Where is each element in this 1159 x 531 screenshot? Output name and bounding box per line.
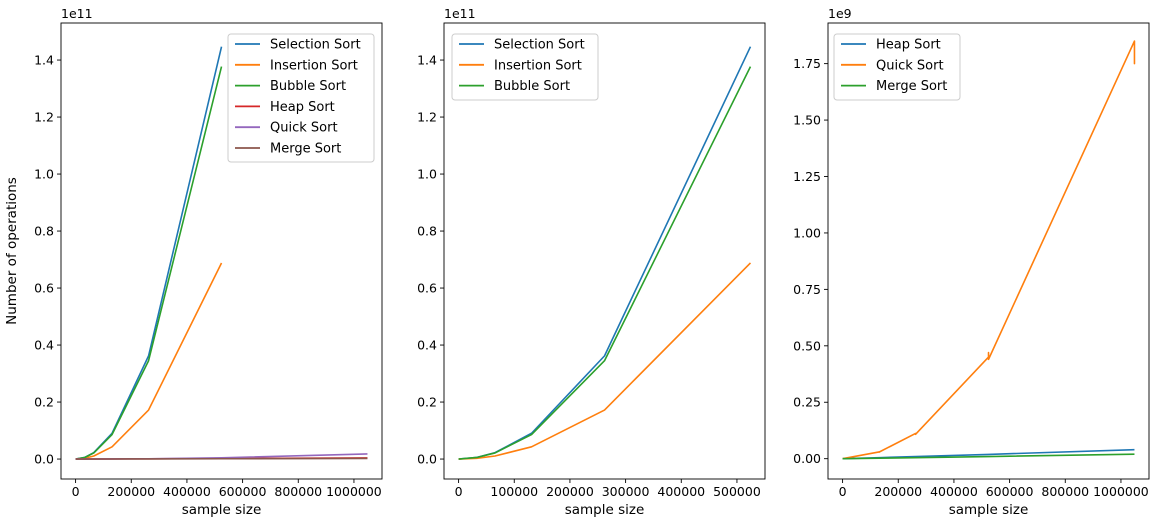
y-offset-label: 1e11 <box>444 6 476 21</box>
legend-box <box>833 33 961 101</box>
series-line-selection-sort <box>75 46 223 460</box>
series-group <box>75 46 368 460</box>
x-axis-label: sample size <box>565 502 645 518</box>
x-tick-label: 0 <box>455 484 463 499</box>
legend-label-selection-sort: Selection Sort <box>494 38 585 53</box>
x-tick-label: 200000 <box>107 484 155 499</box>
x-tick-label: 300000 <box>602 484 650 499</box>
x-tick-label: 800000 <box>274 484 322 499</box>
y-tick-label: 1.0 <box>34 167 54 182</box>
x-tick-label: 200000 <box>546 484 594 499</box>
x-tick-label: 600000 <box>219 484 267 499</box>
legend: Selection Sort Insertion Sort Bubble Sort H… <box>227 33 375 163</box>
x-axis-label: sample size <box>949 502 1029 518</box>
x-tick-label: 1000000 <box>1093 484 1149 499</box>
y-tick-label: 1.0 <box>417 167 437 182</box>
y-tick-label: 0.2 <box>417 395 437 410</box>
y-tick-label: 0.6 <box>417 281 437 296</box>
series-line-merge-sort <box>842 453 1135 460</box>
plot-frame <box>443 22 766 480</box>
y-tick-label: 1.50 <box>793 113 821 128</box>
x-tick-label: 200000 <box>874 484 922 499</box>
y-offset-label: 1e11 <box>61 6 93 21</box>
y-axis-label: Number of operations <box>4 177 20 325</box>
x-tick-label: 100000 <box>490 484 538 499</box>
legend-label-quick-sort: Quick Sort <box>270 121 338 136</box>
legend-label-heap-sort: Heap Sort <box>876 38 941 53</box>
chart-panel-quadratic-sorts: 0 100000 200000 300000 400000 500000 0.0 0.2 0.4… <box>417 6 766 518</box>
y-tick-label: 0.0 <box>34 452 54 467</box>
legend-label-heap-sort: Heap Sort <box>270 100 335 115</box>
legend-label-selection-sort: Selection Sort <box>270 38 361 53</box>
y-tick-label: 1.4 <box>417 53 437 68</box>
legend-label-bubble-sort: Bubble Sort <box>494 79 570 94</box>
series-line-quick-sort <box>842 40 1136 460</box>
chart-panel-nlogn-sorts: 0 200000 400000 600000 800000 1000000 0.00 0.25… <box>793 6 1150 518</box>
chart-panel-all-sorts: 0 200000 400000 600000 800000 1000000 0.0 0.2 0.… <box>4 6 383 518</box>
x-tick-label: 800000 <box>1041 484 1089 499</box>
y-tick-label: 1.4 <box>34 53 54 68</box>
y-tick-label: 1.25 <box>793 169 821 184</box>
y-tick-label: 1.00 <box>793 225 821 240</box>
x-tick-label: 500000 <box>713 484 761 499</box>
legend-label-bubble-sort: Bubble Sort <box>270 79 346 94</box>
y-tick-label: 0.4 <box>417 338 437 353</box>
series-line-selection-sort <box>458 46 752 460</box>
y-tick-label: 0.8 <box>34 224 54 239</box>
y-tick-label: 0.25 <box>793 395 821 410</box>
x-tick-label: 600000 <box>986 484 1034 499</box>
y-tick-label: 0.8 <box>417 224 437 239</box>
legend-label-merge-sort: Merge Sort <box>876 79 947 94</box>
plot-frame <box>60 22 383 480</box>
legend: Selection Sort Insertion Sort Bubble Sort <box>451 33 599 101</box>
y-tick-label: 0.0 <box>417 452 437 467</box>
legend: Heap Sort Quick Sort Merge Sort <box>833 33 961 101</box>
legend-label-insertion-sort: Insertion Sort <box>494 58 582 73</box>
x-tick-label: 0 <box>839 484 847 499</box>
y-tick-label: 1.75 <box>793 56 821 71</box>
legend-label-quick-sort: Quick Sort <box>876 58 944 73</box>
legend-label-insertion-sort: Insertion Sort <box>270 58 358 73</box>
series-line-bubble-sort <box>458 66 752 460</box>
y-tick-label: 0.00 <box>793 451 821 466</box>
legend-box <box>227 33 375 163</box>
y-offset-label: 1e9 <box>828 6 852 21</box>
x-axis-label: sample size <box>182 502 262 518</box>
series-line-merge-sort <box>75 457 368 460</box>
y-tick-label: 0.75 <box>793 282 821 297</box>
y-tick-label: 0.2 <box>34 395 54 410</box>
plot-frame <box>827 22 1150 480</box>
series-group <box>458 46 752 460</box>
legend-box <box>451 33 599 101</box>
y-tick-label: 0.4 <box>34 338 54 353</box>
legend-label-merge-sort: Merge Sort <box>270 142 341 157</box>
x-tick-label: 1000000 <box>326 484 382 499</box>
y-tick-label: 1.2 <box>34 110 54 125</box>
series-group <box>842 40 1136 460</box>
x-tick-label: 400000 <box>930 484 978 499</box>
series-line-bubble-sort <box>75 66 223 460</box>
x-tick-label: 400000 <box>163 484 211 499</box>
y-tick-label: 1.2 <box>417 110 437 125</box>
y-tick-label: 0.50 <box>793 338 821 353</box>
x-tick-label: 0 <box>72 484 80 499</box>
x-tick-label: 400000 <box>657 484 705 499</box>
y-tick-label: 0.6 <box>34 281 54 296</box>
